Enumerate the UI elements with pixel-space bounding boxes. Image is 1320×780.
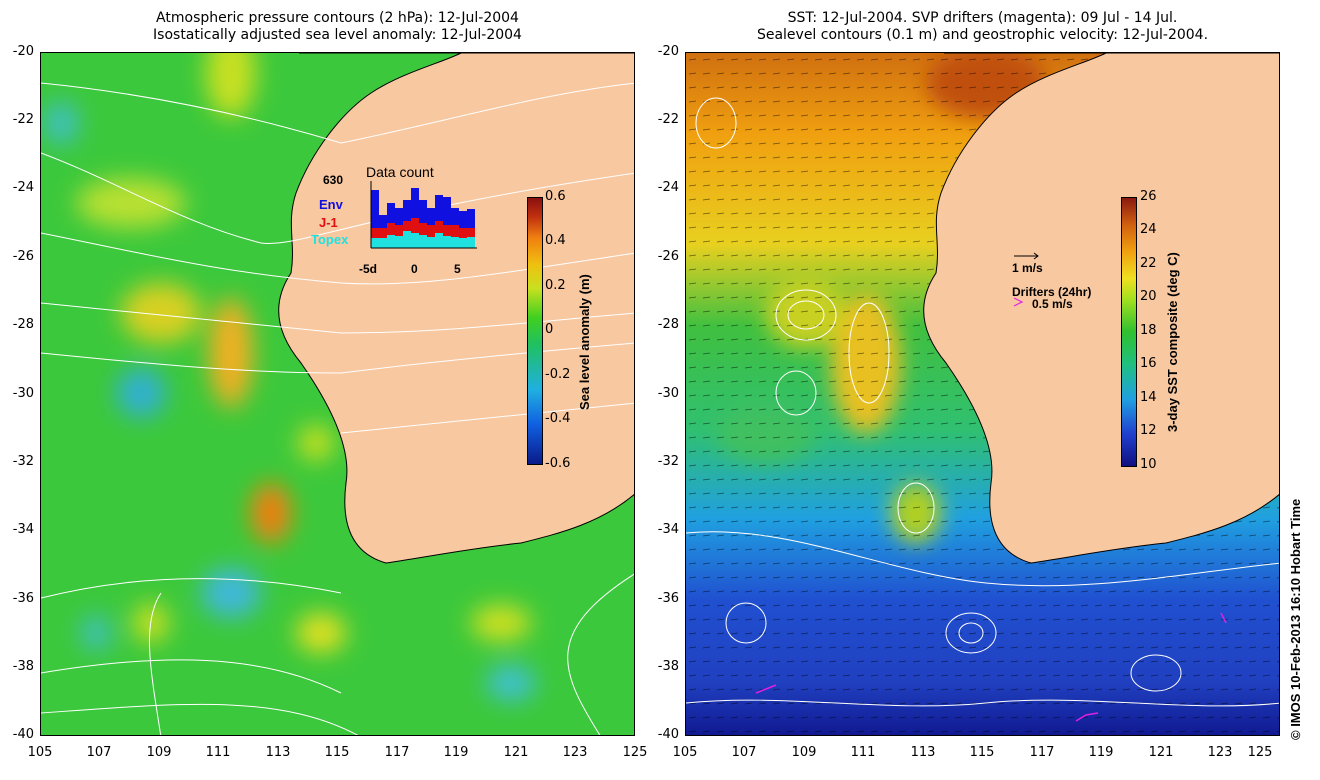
sea-level-anomaly-map: Data count 630 Env J-1 Topex -5d 0 5 <box>40 52 635 736</box>
ytick: -22 <box>12 112 34 127</box>
svp-drifter-tracks <box>755 612 1227 722</box>
velocity-key-label: 1 m/s <box>1012 261 1043 275</box>
cbar-tick: 18 <box>1140 323 1157 338</box>
cbar-tick: -0.6 <box>545 456 571 471</box>
inset-max-label: 630 <box>323 173 344 187</box>
inset-xtick-right: 5 <box>454 262 461 276</box>
legend-j1: J-1 <box>319 215 338 230</box>
xtick: 121 <box>1148 745 1174 760</box>
ytick: -38 <box>657 659 679 674</box>
xtick: 107 <box>731 745 757 760</box>
ytick: -34 <box>657 522 679 537</box>
cbar-tick: 10 <box>1140 457 1157 472</box>
cbar-tick: 24 <box>1140 222 1157 237</box>
velocity-key-arrowhead <box>1033 252 1039 260</box>
ytick: -40 <box>657 727 679 742</box>
ytick: -30 <box>657 386 679 401</box>
cbar-tick: -0.2 <box>545 367 571 382</box>
sea-level-colorbar-label: Sea level anomaly (m) <box>577 274 592 410</box>
sst-colorbar <box>1121 197 1137 467</box>
data-count-inset <box>370 181 477 249</box>
cbar-tick: 0.2 <box>545 278 566 293</box>
anomaly-blobs <box>43 53 536 701</box>
xtick: 121 <box>503 745 529 760</box>
xtick: 125 <box>1247 745 1273 760</box>
ytick: -20 <box>12 44 34 59</box>
xtick: 117 <box>1029 745 1055 760</box>
xtick: 107 <box>86 745 112 760</box>
ytick: -24 <box>657 180 679 195</box>
cbar-tick: 20 <box>1140 289 1157 304</box>
right-title-line1: SST: 12-Jul-2004. SVP drifters (magenta)… <box>787 10 1178 26</box>
legend-topex: Topex <box>311 232 349 247</box>
cbar-tick: 14 <box>1140 390 1157 405</box>
ytick: -30 <box>12 386 34 401</box>
xtick: 113 <box>910 745 936 760</box>
inset-xtick-mid: 0 <box>411 262 418 276</box>
ytick: -26 <box>12 249 34 264</box>
sst-colorbar-label: 3-day SST composite (deg C) <box>1165 252 1180 432</box>
xtick: 111 <box>850 745 876 760</box>
ytick: -36 <box>657 591 679 606</box>
australia-land <box>278 53 634 564</box>
sst-map: 1 m/s Drifters (24hr) 0.5 m/s <box>685 52 1280 736</box>
drifter-key-value: 0.5 m/s <box>1032 297 1073 311</box>
xtick: 117 <box>384 745 410 760</box>
left-title-line2: Isostatically adjusted sea level anomaly… <box>153 27 522 43</box>
imos-watermark: © IMOS 10-Feb-2013 16:10 Hobart Time <box>1288 498 1303 740</box>
xtick: 111 <box>205 745 231 760</box>
xtick: 105 <box>672 745 698 760</box>
cbar-tick: 12 <box>1140 423 1157 438</box>
ytick: -34 <box>12 522 34 537</box>
xtick: 123 <box>562 745 588 760</box>
inset-xtick-left: -5d <box>359 262 377 276</box>
drifter-key-title: Drifters (24hr) <box>1012 285 1092 299</box>
cbar-tick: 0 <box>545 322 554 337</box>
cbar-tick: 0.6 <box>545 189 566 204</box>
ytick: -24 <box>12 180 34 195</box>
ytick: -32 <box>657 454 679 469</box>
sea-level-colorbar <box>527 197 543 465</box>
xtick: 123 <box>1207 745 1233 760</box>
ytick: -28 <box>12 317 34 332</box>
sea-level-contours <box>686 97 1279 707</box>
cbar-tick: 22 <box>1140 256 1157 271</box>
xtick: 115 <box>969 745 995 760</box>
ytick: -32 <box>12 454 34 469</box>
ytick: -22 <box>657 112 679 127</box>
cbar-tick: -0.4 <box>545 411 571 426</box>
right-panel-title: SST: 12-Jul-2004. SVP drifters (magenta)… <box>685 10 1280 44</box>
xtick: 113 <box>265 745 291 760</box>
xtick: 115 <box>324 745 350 760</box>
xtick: 105 <box>27 745 53 760</box>
ytick: -28 <box>657 317 679 332</box>
left-title-line1: Atmospheric pressure contours (2 hPa): 1… <box>156 10 519 26</box>
xtick: 119 <box>443 745 469 760</box>
legend-env: Env <box>319 197 343 212</box>
pressure-contours <box>41 82 634 735</box>
cbar-tick: 26 <box>1140 189 1157 204</box>
sea-level-map-svg <box>41 53 634 735</box>
right-title-line2: Sealevel contours (0.1 m) and geostrophi… <box>756 27 1209 43</box>
sst-map-svg <box>686 53 1279 735</box>
xtick: 109 <box>791 745 817 760</box>
inset-title: Data count <box>366 164 434 180</box>
ytick: -40 <box>12 727 34 742</box>
ytick: -36 <box>12 591 34 606</box>
xtick: 119 <box>1088 745 1114 760</box>
australia-land <box>923 53 1279 564</box>
drifter-key-arrow <box>1013 297 1024 307</box>
ytick: -26 <box>657 249 679 264</box>
xtick: 109 <box>146 745 172 760</box>
ytick: -20 <box>657 44 679 59</box>
left-panel-title: Atmospheric pressure contours (2 hPa): 1… <box>40 10 635 44</box>
cbar-tick: 16 <box>1140 356 1157 371</box>
xtick: 125 <box>622 745 648 760</box>
cbar-tick: 0.4 <box>545 233 566 248</box>
ytick: -38 <box>12 659 34 674</box>
